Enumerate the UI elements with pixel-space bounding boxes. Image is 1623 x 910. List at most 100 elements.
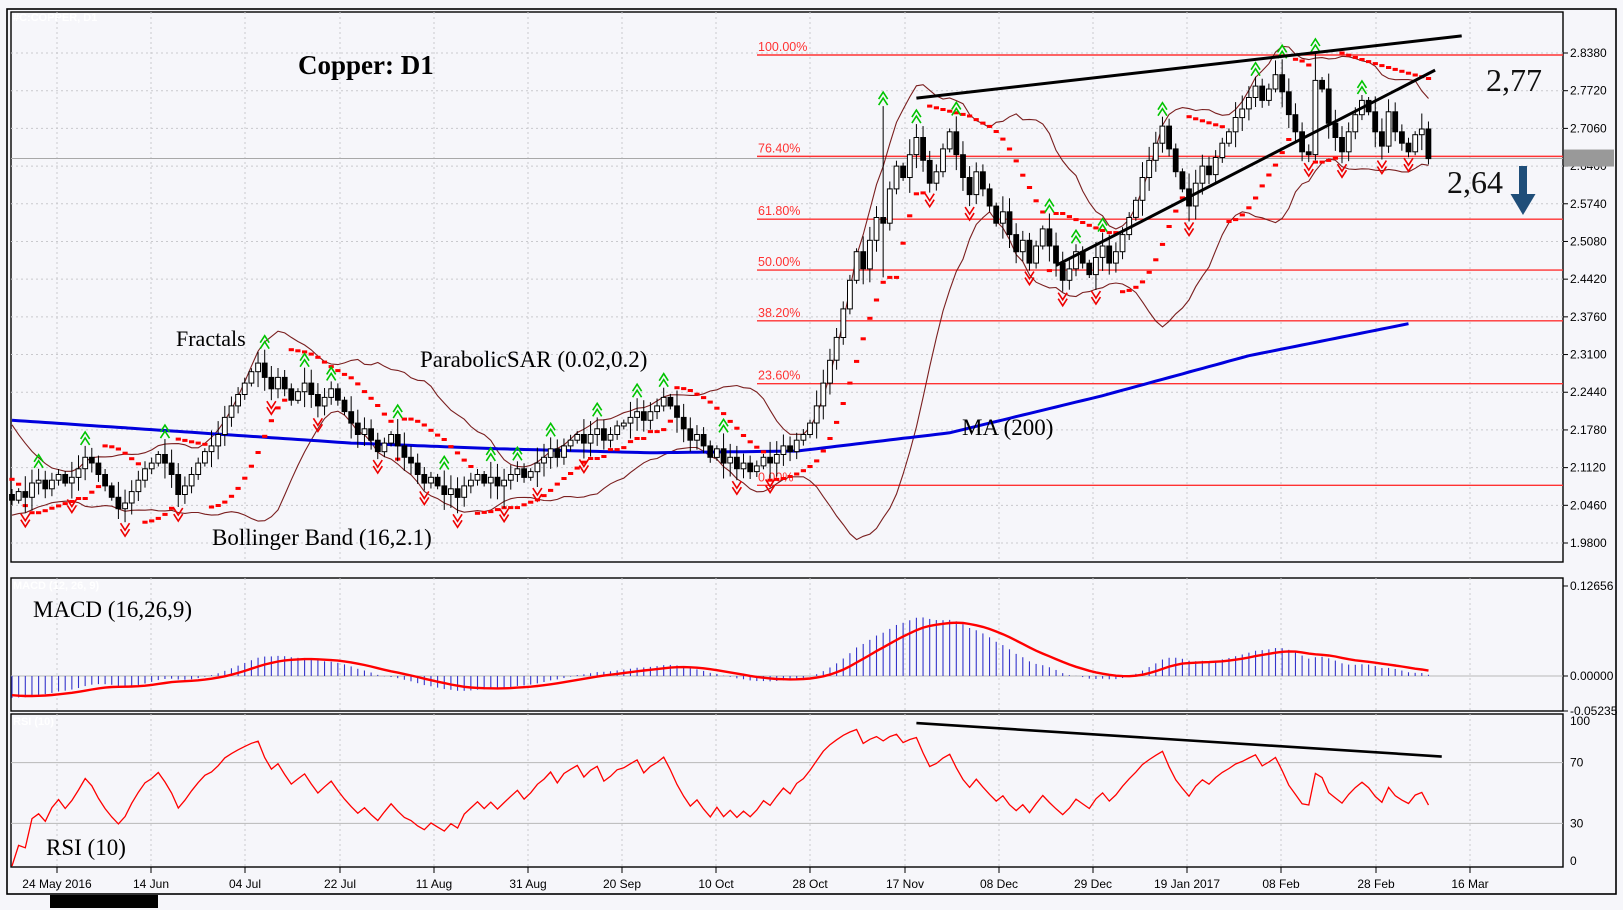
candle xyxy=(601,428,607,441)
candle xyxy=(980,171,986,190)
candle xyxy=(607,434,614,441)
macd-watermark: MACD (12, 26, 9) xyxy=(13,580,100,592)
candle xyxy=(634,411,641,418)
candle xyxy=(993,205,1000,224)
candle xyxy=(428,476,434,484)
candle xyxy=(514,468,521,475)
candle xyxy=(1026,239,1033,264)
candle xyxy=(115,496,122,510)
candle xyxy=(747,462,754,473)
svg-text:2.7060: 2.7060 xyxy=(1570,121,1607,135)
candle xyxy=(354,422,361,436)
candle xyxy=(1033,245,1039,264)
candle xyxy=(587,434,594,444)
candle xyxy=(853,251,860,281)
candle xyxy=(441,485,448,495)
candle xyxy=(434,476,441,487)
resistance-price-annotation: 2,77 xyxy=(1486,62,1542,98)
candle xyxy=(1199,165,1206,184)
candle xyxy=(1325,88,1332,124)
current-price-badge xyxy=(1564,149,1614,167)
candle xyxy=(1106,245,1113,264)
svg-text:30: 30 xyxy=(1570,816,1584,830)
candle xyxy=(82,456,89,470)
candle xyxy=(288,388,295,401)
svg-text:08 Dec: 08 Dec xyxy=(980,877,1018,891)
candle xyxy=(35,479,42,484)
svg-text:2.5080: 2.5080 xyxy=(1570,234,1607,248)
candle xyxy=(341,399,348,413)
candle xyxy=(1086,262,1093,276)
candle xyxy=(1172,148,1179,173)
candle xyxy=(960,154,966,178)
candle xyxy=(753,465,760,473)
candle xyxy=(867,239,873,270)
candle xyxy=(760,456,767,467)
candle xyxy=(335,388,341,401)
candle xyxy=(448,488,454,495)
candle xyxy=(1319,79,1325,90)
candle xyxy=(547,448,554,458)
candle xyxy=(1332,122,1339,138)
candle xyxy=(494,476,501,487)
svg-text:2.3100: 2.3100 xyxy=(1570,348,1607,362)
candle xyxy=(1299,131,1305,153)
candle xyxy=(315,394,321,407)
candle xyxy=(1312,79,1319,156)
candle xyxy=(1166,125,1172,150)
candle xyxy=(295,391,301,401)
fib-label: 38.20% xyxy=(758,306,800,320)
candle xyxy=(235,394,241,407)
svg-text:20 Sep: 20 Sep xyxy=(603,877,641,891)
candle xyxy=(388,434,395,444)
candle xyxy=(986,188,993,207)
candle xyxy=(886,188,893,224)
svg-text:2.5740: 2.5740 xyxy=(1570,197,1607,211)
candle xyxy=(122,502,128,510)
candle xyxy=(1392,111,1399,133)
redaction-bar xyxy=(50,895,158,908)
candle xyxy=(1345,131,1352,153)
trendline-3 xyxy=(916,721,1442,758)
candle xyxy=(68,476,75,484)
candle xyxy=(880,217,887,224)
candle xyxy=(328,388,335,398)
candle xyxy=(1073,251,1079,270)
macd-panel xyxy=(10,577,1564,712)
fib-label: 50.00% xyxy=(758,255,800,269)
candle xyxy=(820,382,827,407)
candle xyxy=(567,439,574,447)
svg-text:10 Oct: 10 Oct xyxy=(698,877,734,891)
candle xyxy=(421,474,428,484)
candle xyxy=(1000,211,1006,224)
candle xyxy=(926,159,933,184)
candle xyxy=(195,462,202,476)
candle xyxy=(1179,171,1186,190)
candle xyxy=(627,416,634,424)
candle xyxy=(15,491,22,501)
candle xyxy=(734,456,740,470)
candle xyxy=(1093,257,1099,276)
candle xyxy=(1006,211,1013,236)
candle xyxy=(487,476,494,484)
candle xyxy=(913,137,920,156)
candle xyxy=(740,462,747,470)
candle xyxy=(208,445,215,453)
candle xyxy=(1279,74,1286,93)
candle xyxy=(1292,114,1299,133)
svg-text:08 Feb: 08 Feb xyxy=(1262,877,1300,891)
fibonacci-retracement: 100.00%76.40%61.80%50.00%38.20%23.60%0.0… xyxy=(757,40,1563,487)
candle xyxy=(1212,157,1219,176)
candle xyxy=(501,479,508,487)
svg-text:2.2440: 2.2440 xyxy=(1570,385,1607,399)
page-title: Copper: D1 xyxy=(298,50,434,80)
fib-label: 23.60% xyxy=(758,369,800,383)
svg-text:2.1120: 2.1120 xyxy=(1570,461,1606,475)
svg-text:0: 0 xyxy=(1570,854,1577,868)
candle xyxy=(1013,234,1020,253)
fractals-label: Fractals xyxy=(176,326,246,351)
candle xyxy=(813,405,820,424)
svg-text:24 May 2016: 24 May 2016 xyxy=(22,877,92,891)
candle xyxy=(1113,251,1119,264)
